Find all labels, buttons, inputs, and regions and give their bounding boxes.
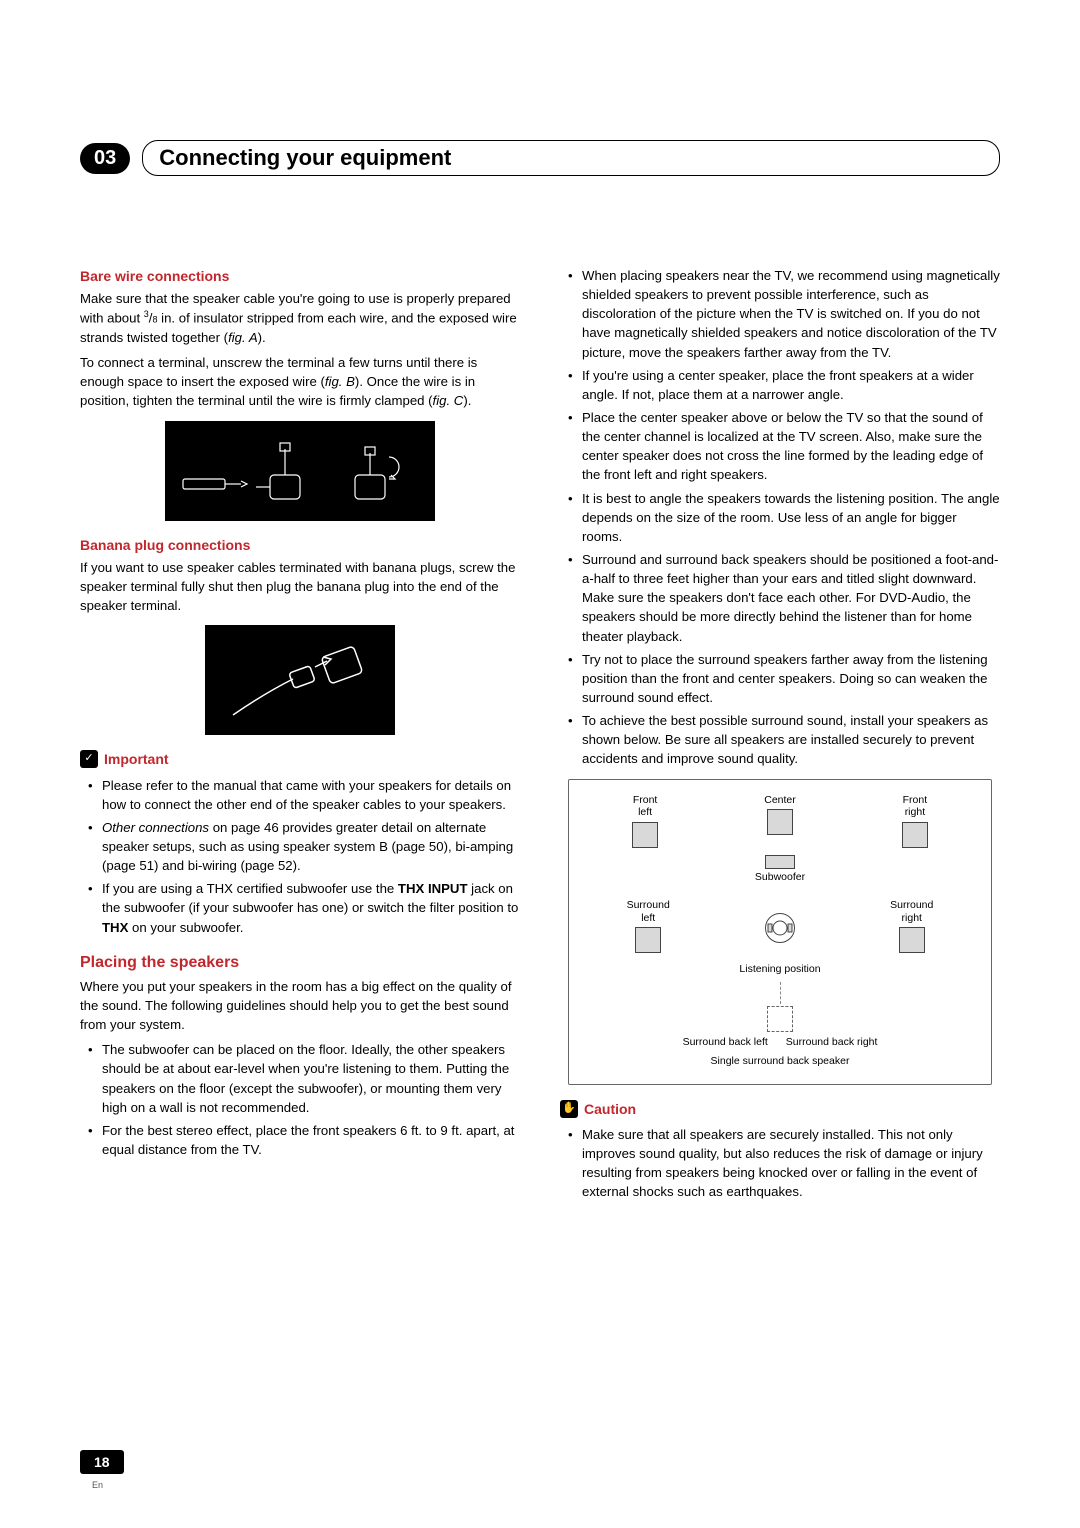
txt: ).: [463, 393, 471, 408]
body-columns: Bare wire connections Make sure that the…: [80, 266, 1000, 1209]
divider-dashed-icon: [780, 982, 781, 1004]
front-right-group: Front right: [902, 794, 928, 851]
label-single-sb: Single surround back speaker: [579, 1054, 981, 1069]
label-front-left: Front left: [632, 794, 658, 819]
terminal-illustration-icon: [175, 429, 425, 513]
center-group: Center: [764, 794, 796, 839]
label-front-right: Front right: [902, 794, 928, 819]
speaker-layout-diagram: Front left Center Front right Subwoofer: [568, 779, 992, 1085]
list-item: To achieve the best possible surround so…: [582, 711, 1000, 768]
caution-list: Make sure that all speakers are securely…: [560, 1125, 1000, 1202]
listener-icon: [765, 913, 795, 943]
list-item: Try not to place the surround speakers f…: [582, 650, 1000, 707]
figure-terminal-abc: [165, 421, 435, 521]
heading-banana: Banana plug connections: [80, 535, 520, 555]
fig-ref: fig. B: [325, 374, 355, 389]
para-bare-1: Make sure that the speaker cable you're …: [80, 289, 520, 347]
page-number-badge: 18: [80, 1450, 124, 1474]
chapter-header: 03 Connecting your equipment: [80, 140, 1000, 176]
placement-tips-list: When placing speakers near the TV, we re…: [560, 266, 1000, 769]
surround-right-group: Surround right: [890, 899, 933, 956]
list-item: If you're using a center speaker, place …: [582, 366, 1000, 404]
speaker-box-icon: [899, 927, 925, 953]
important-label: Important: [104, 749, 169, 769]
label-listening-position: Listening position: [579, 962, 981, 977]
label-sb-right: Surround back right: [786, 1036, 878, 1049]
important-icon: ✓: [80, 750, 98, 768]
label-surround-left: Surround left: [627, 899, 670, 924]
fig-ref: fig. C: [433, 393, 464, 408]
list-item: Please refer to the manual that came wit…: [102, 776, 520, 814]
list-item: It is best to angle the speakers towards…: [582, 489, 1000, 546]
list-item: Place the center speaker above or below …: [582, 408, 1000, 485]
important-list: Please refer to the manual that came wit…: [80, 776, 520, 937]
txt: Other connections: [102, 820, 209, 835]
right-column: When placing speakers near the TV, we re…: [560, 266, 1000, 1209]
chapter-title: Connecting your equipment: [142, 140, 1000, 176]
list-item: Other connections on page 46 provides gr…: [102, 818, 520, 875]
txt: If you are using a THX certified subwoof…: [102, 881, 398, 896]
surround-left-group: Surround left: [627, 899, 670, 956]
diagram-sb-labels: Surround back left Surround back right: [579, 1036, 981, 1049]
subwoofer-box-icon: [765, 855, 795, 869]
list-item: The subwoofer can be placed on the floor…: [102, 1040, 520, 1117]
list-item: Make sure that all speakers are securely…: [582, 1125, 1000, 1202]
sb-speaker-dashed-icon: [767, 1006, 793, 1032]
diagram-surround-row: Surround left Surround right: [579, 899, 981, 956]
chapter-title-wrap: Connecting your equipment: [142, 140, 1000, 176]
listener-group: [765, 911, 795, 945]
speaker-box-icon: [635, 927, 661, 953]
label-subwoofer: Subwoofer: [579, 871, 981, 884]
txt: ).: [258, 330, 266, 345]
txt: THX INPUT: [398, 881, 468, 896]
figure-banana-plug: [205, 625, 395, 735]
caution-icon: ✋: [560, 1100, 578, 1118]
heading-bare-wire: Bare wire connections: [80, 266, 520, 286]
list-item: Surround and surround back speakers shou…: [582, 550, 1000, 646]
heading-placing: Placing the speakers: [80, 951, 520, 974]
page-language: En: [92, 1480, 103, 1490]
fig-ref: fig. A: [228, 330, 258, 345]
caution-label: Caution: [584, 1099, 636, 1119]
important-callout: ✓ Important: [80, 749, 520, 769]
placing-list: The subwoofer can be placed on the floor…: [80, 1040, 520, 1159]
label-center: Center: [764, 794, 796, 807]
list-item: When placing speakers near the TV, we re…: [582, 266, 1000, 362]
txt: THX: [102, 920, 128, 935]
front-left-group: Front left: [632, 794, 658, 851]
speaker-box-icon: [767, 809, 793, 835]
label-surround-right: Surround right: [890, 899, 933, 924]
banana-plug-illustration-icon: [215, 633, 385, 727]
subwoofer-group: Subwoofer: [579, 855, 981, 884]
para-bare-2: To connect a terminal, unscrew the termi…: [80, 353, 520, 410]
label-sb-left: Surround back left: [683, 1036, 768, 1049]
left-column: Bare wire connections Make sure that the…: [80, 266, 520, 1209]
para-placing: Where you put your speakers in the room …: [80, 977, 520, 1034]
list-item: If you are using a THX certified subwoof…: [102, 879, 520, 936]
listener-head-icon: [765, 913, 795, 943]
frac-num: 3: [144, 309, 149, 319]
chapter-number-badge: 03: [80, 143, 130, 174]
caution-callout: ✋ Caution: [560, 1099, 1000, 1119]
para-banana: If you want to use speaker cables termin…: [80, 558, 520, 615]
speaker-box-icon: [632, 822, 658, 848]
list-item: For the best stereo effect, place the fr…: [102, 1121, 520, 1159]
diagram-front-row: Front left Center Front right: [579, 794, 981, 851]
txt: on your subwoofer.: [128, 920, 243, 935]
speaker-box-icon: [902, 822, 928, 848]
